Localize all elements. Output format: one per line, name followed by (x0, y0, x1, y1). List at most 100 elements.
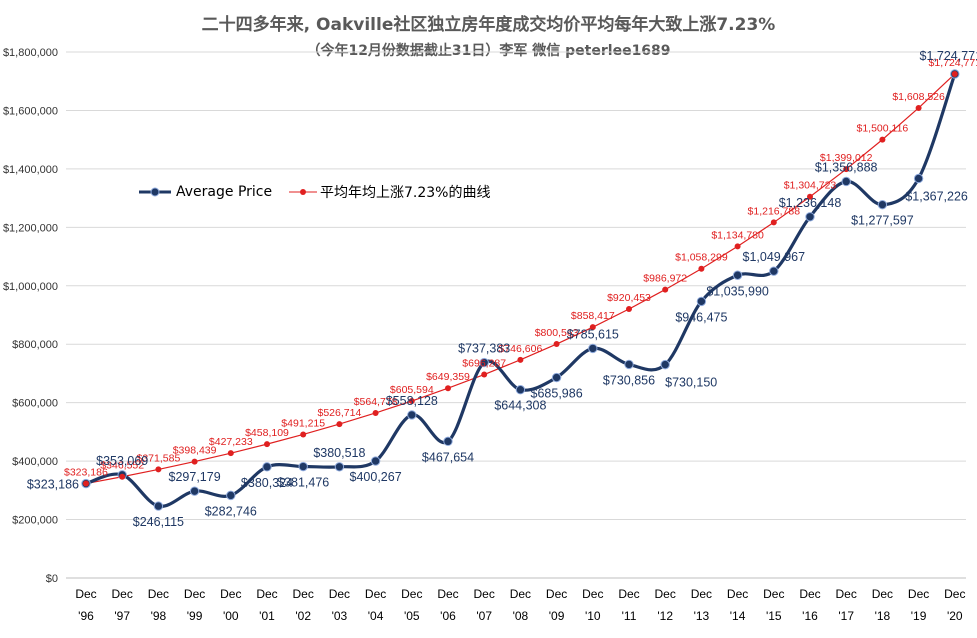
x-tick-label: Dec (944, 587, 965, 601)
data-label-average-price: $1,724,771 (920, 49, 977, 63)
x-tick-label: Dec (727, 587, 748, 601)
x-tick-label: Dec (329, 587, 350, 601)
data-point-average-price (624, 359, 634, 370)
data-point-trend (227, 450, 234, 457)
data-point-average-price (479, 357, 489, 368)
data-label-average-price: $297,179 (169, 470, 221, 484)
x-tick-label: Dec (908, 587, 929, 601)
data-label-trend: $323,186 (64, 467, 108, 479)
data-point-trend (155, 466, 162, 473)
x-tick-label: '00 (223, 609, 239, 623)
x-tick-label: Dec (365, 587, 386, 601)
y-tick-label: $600,000 (12, 398, 58, 410)
chart-subtitle: （今年12月份数据截止31日）李军 微信 peterlee1689 (306, 43, 671, 59)
x-tick-label: '97 (114, 609, 130, 623)
data-label-trend: $526,714 (318, 407, 362, 419)
x-tick-label: Dec (582, 587, 603, 601)
x-tick-label: '06 (440, 609, 456, 623)
data-label-trend: $371,585 (137, 452, 181, 464)
x-tick-label: '08 (513, 609, 529, 623)
data-label-trend: $1,304,723 (784, 180, 837, 192)
data-label-average-price: $467,654 (422, 450, 474, 464)
x-tick-label: '01 (259, 609, 275, 623)
y-tick-label: $1,800,000 (3, 47, 58, 59)
data-label-trend: $696,287 (462, 358, 506, 370)
data-point-trend (191, 458, 198, 465)
data-label-average-price: $730,150 (665, 376, 717, 390)
data-label-average-price: $380,518 (313, 446, 365, 460)
x-tick-label: '13 (694, 609, 710, 623)
x-tick-label: '98 (151, 609, 167, 623)
data-point-average-price (588, 343, 598, 354)
data-label-trend: $564,778 (354, 396, 398, 408)
data-point-trend (951, 70, 958, 77)
data-point-trend (843, 166, 850, 173)
data-label-trend: $1,399,012 (820, 152, 873, 164)
data-label-average-price: $946,475 (675, 310, 727, 324)
data-point-trend (336, 421, 343, 428)
legend-trend-label: 平均年均上涨7.23%的曲线 (320, 185, 491, 201)
data-label-trend: $346,552 (100, 460, 144, 472)
data-label-trend: $649,359 (426, 371, 470, 383)
y-tick-label: $200,000 (12, 515, 58, 527)
legend-trend-marker (289, 189, 317, 195)
data-point-trend (83, 480, 89, 487)
data-point-trend (300, 431, 307, 438)
data-point-average-price (334, 462, 345, 472)
x-tick-label: '09 (549, 609, 565, 623)
data-label-average-price: $785,615 (567, 327, 619, 341)
x-tick-label: '16 (802, 609, 818, 623)
data-label-trend: $1,500,116 (857, 123, 909, 135)
x-tick-label: '11 (622, 609, 637, 623)
x-tick-label: Dec (220, 587, 241, 601)
data-point-trend (408, 398, 415, 405)
x-tick-label: '19 (911, 609, 927, 623)
data-point-trend (807, 193, 813, 200)
data-point-trend (481, 371, 488, 378)
data-label-trend: $605,594 (390, 384, 434, 396)
x-tick-label: Dec (293, 587, 314, 601)
data-point-trend (770, 219, 777, 226)
data-point-average-price (769, 266, 779, 276)
data-point-trend (879, 136, 886, 143)
x-tick-label: Dec (184, 587, 205, 601)
data-label-average-price: $1,236,148 (779, 196, 842, 210)
x-tick-label: '03 (332, 609, 348, 623)
x-tick-label: Dec (112, 587, 133, 601)
x-tick-label: Dec (474, 587, 495, 601)
x-tick-label: Dec (510, 587, 531, 601)
x-tick-label: Dec (799, 587, 820, 601)
data-point-trend (119, 473, 126, 480)
x-tick-label: '04 (368, 609, 384, 623)
data-label-average-price: $644,308 (494, 399, 546, 413)
y-tick-label: $1,600,000 (3, 105, 58, 117)
y-tick-label: $800,000 (12, 339, 58, 351)
data-label-average-price: $1,049,967 (743, 250, 806, 264)
y-tick-label: $0 (46, 573, 58, 585)
data-label-average-price: $1,277,597 (851, 214, 914, 228)
data-point-average-price (298, 461, 308, 472)
data-point-average-price (226, 490, 236, 501)
data-label-average-price: $685,986 (531, 387, 583, 401)
y-tick-label: $400,000 (12, 456, 58, 468)
x-tick-label: '96 (78, 609, 94, 623)
x-tick-label: '17 (838, 609, 854, 623)
x-tick-label: '18 (875, 609, 891, 623)
data-point-average-price (660, 359, 670, 370)
data-label-trend: $920,453 (607, 292, 651, 304)
y-tick-label: $1,000,000 (3, 281, 58, 293)
data-point-trend (734, 243, 741, 250)
x-tick-label: '07 (476, 609, 492, 623)
x-tick-label: '20 (947, 609, 963, 623)
data-point-average-price (913, 173, 924, 184)
x-tick-label: '12 (657, 609, 673, 623)
data-point-average-price (515, 385, 526, 395)
series-line-trend (85, 73, 956, 485)
data-point-average-price (153, 501, 164, 511)
data-point-trend (589, 324, 596, 331)
data-label-trend: $1,724,771 (929, 57, 977, 69)
y-tick-label: $1,400,000 (3, 164, 58, 176)
data-point-trend (553, 341, 560, 348)
data-label-average-price: $737,383 (458, 342, 510, 356)
data-point-trend (517, 356, 524, 363)
